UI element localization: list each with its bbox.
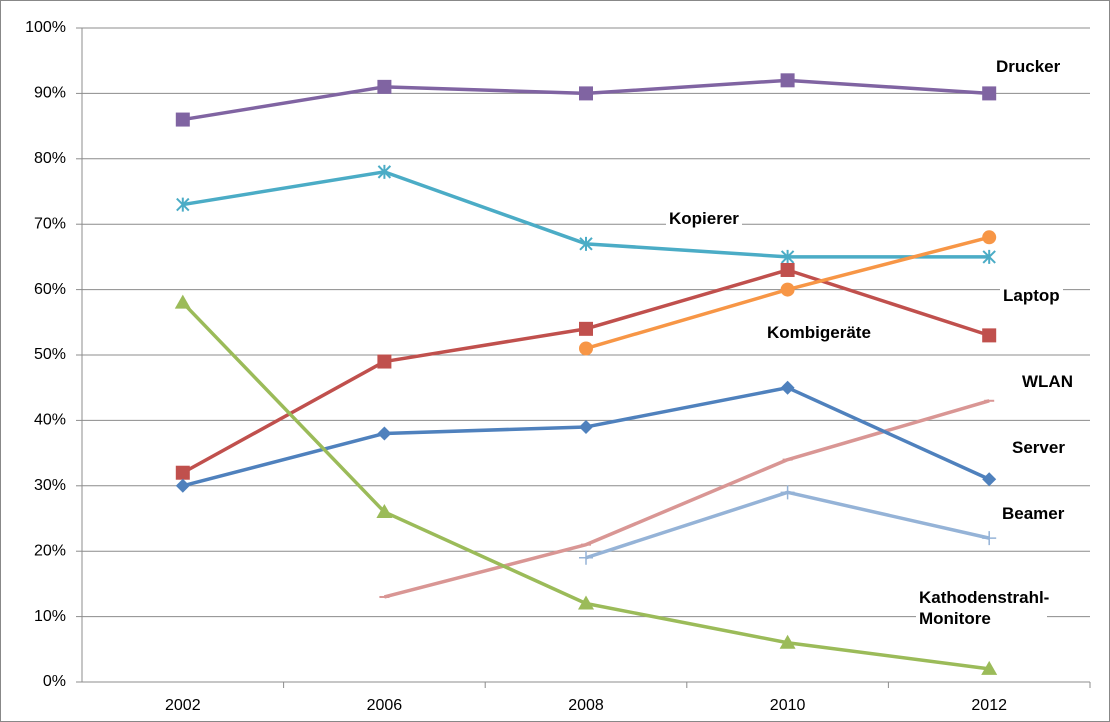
marker xyxy=(982,472,997,487)
y-tick-label: 90% xyxy=(34,85,66,102)
marker xyxy=(981,660,998,675)
x-tick-label: 2012 xyxy=(971,697,1007,714)
y-tick-label: 40% xyxy=(34,412,66,429)
y-tick-label: 80% xyxy=(34,150,66,167)
marker xyxy=(175,112,190,127)
marker xyxy=(377,164,392,179)
marker xyxy=(982,328,997,343)
marker xyxy=(377,354,392,369)
marker xyxy=(780,73,795,88)
series-line xyxy=(383,399,990,599)
marker xyxy=(780,485,795,500)
marker xyxy=(780,262,795,277)
marker xyxy=(780,249,795,264)
marker xyxy=(982,230,997,245)
marker xyxy=(175,465,190,480)
marker xyxy=(779,634,796,649)
marker xyxy=(579,419,593,434)
marker xyxy=(780,282,795,297)
series-label: Kathodenstrahl-Monitore xyxy=(916,587,1049,629)
y-tick-label: 30% xyxy=(34,477,66,494)
marker xyxy=(982,531,997,546)
x-tick-label: 2010 xyxy=(770,697,806,714)
marker xyxy=(377,426,392,441)
x-tick-label: 2002 xyxy=(165,697,201,714)
y-tick-label: 50% xyxy=(34,346,66,363)
marker xyxy=(579,86,593,101)
y-tick-label: 70% xyxy=(34,215,66,232)
series-label: Laptop xyxy=(1000,284,1063,307)
marker xyxy=(982,249,996,264)
y-tick-label: 60% xyxy=(34,281,66,298)
series-label: Kopierer xyxy=(666,207,742,230)
y-tick-label: 20% xyxy=(34,542,66,559)
marker xyxy=(174,294,191,309)
y-tick-label: 0% xyxy=(43,673,66,690)
marker xyxy=(175,478,190,493)
marker xyxy=(579,321,593,336)
marker xyxy=(579,550,593,565)
marker xyxy=(982,86,997,101)
series-label: Kombigeräte xyxy=(764,321,874,344)
series-label: Drucker xyxy=(993,55,1064,78)
marker xyxy=(780,380,795,395)
x-tick-label: 2006 xyxy=(367,697,403,714)
marker xyxy=(377,79,392,94)
marker xyxy=(578,595,594,610)
marker xyxy=(579,236,593,251)
marker xyxy=(176,197,190,212)
x-tick-label: 2008 xyxy=(568,697,604,714)
marker xyxy=(376,503,393,518)
y-tick-label: 100% xyxy=(25,19,66,36)
marker xyxy=(579,341,593,356)
series-label: WLAN xyxy=(1019,370,1076,393)
y-tick-label: 10% xyxy=(34,608,66,625)
series-label: Beamer xyxy=(999,502,1068,525)
series-label: Server xyxy=(1009,436,1068,459)
